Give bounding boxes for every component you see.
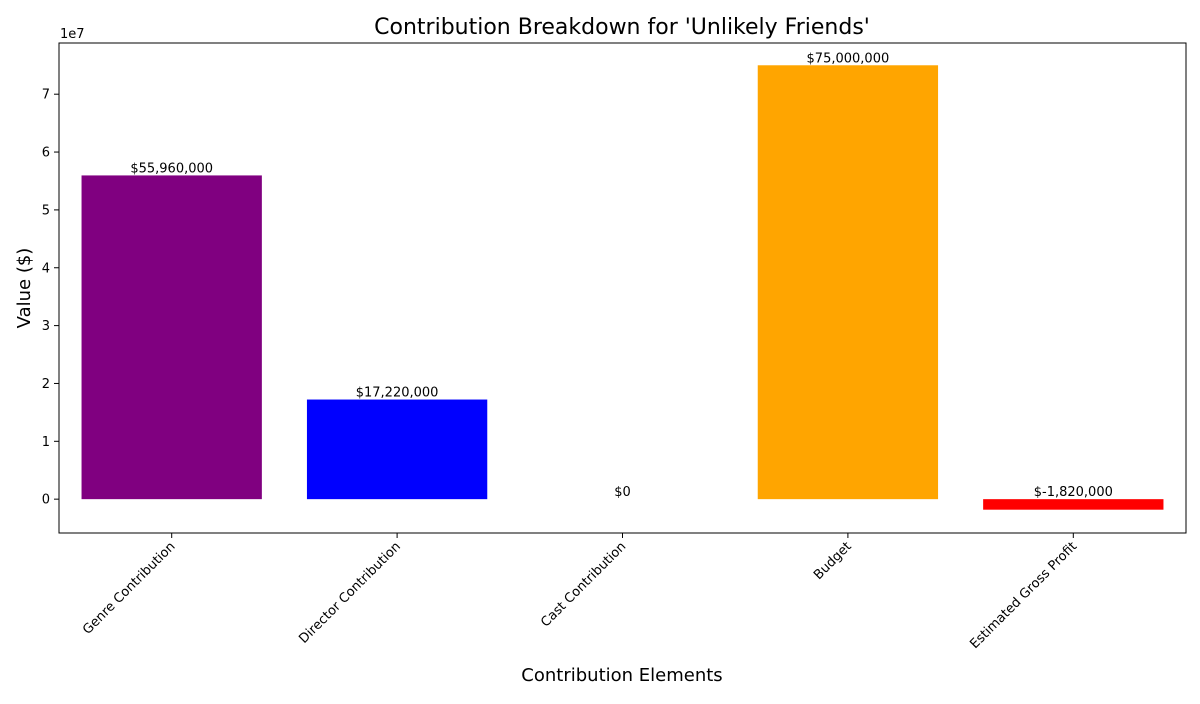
x-tick-label: Genre Contribution: [80, 539, 178, 637]
bar-director-contribution: [307, 400, 487, 500]
data-label: $75,000,000: [807, 51, 890, 66]
chart-title: Contribution Breakdown for 'Unlikely Fri…: [374, 15, 870, 40]
y-tick-label: 4: [42, 261, 50, 276]
y-tick-label: 6: [42, 146, 50, 161]
y-tick-label: 3: [42, 319, 50, 334]
x-tick-label: Cast Contribution: [538, 539, 629, 630]
x-tick-label: Estimated Gross Profit: [967, 539, 1080, 652]
y-tick-label: 0: [42, 493, 50, 508]
data-label: $-1,820,000: [1034, 485, 1113, 500]
data-label: $0: [614, 485, 631, 500]
y-tick-label: 7: [42, 88, 50, 103]
x-axis-label: Contribution Elements: [521, 665, 722, 686]
y-tick-label: 1: [42, 435, 50, 450]
y-tick-label: 5: [42, 203, 50, 218]
x-tick-label: Budget: [811, 539, 855, 583]
y-tick-label: 2: [42, 377, 50, 392]
y-axis-offset-text: 1e7: [60, 27, 85, 42]
plot-area: $55,960,000 $17,220,000 $0 $75,000,000 $-1,8…: [42, 43, 1186, 652]
data-label: $55,960,000: [130, 161, 213, 176]
bar-estimated-gross-profit: [983, 499, 1163, 510]
bar-genre-contribution: [82, 175, 262, 499]
y-axis-label: Value ($): [14, 248, 35, 329]
data-label: $17,220,000: [356, 386, 439, 401]
bar-budget: [758, 65, 938, 499]
x-tick-label: Director Contribution: [296, 539, 404, 647]
